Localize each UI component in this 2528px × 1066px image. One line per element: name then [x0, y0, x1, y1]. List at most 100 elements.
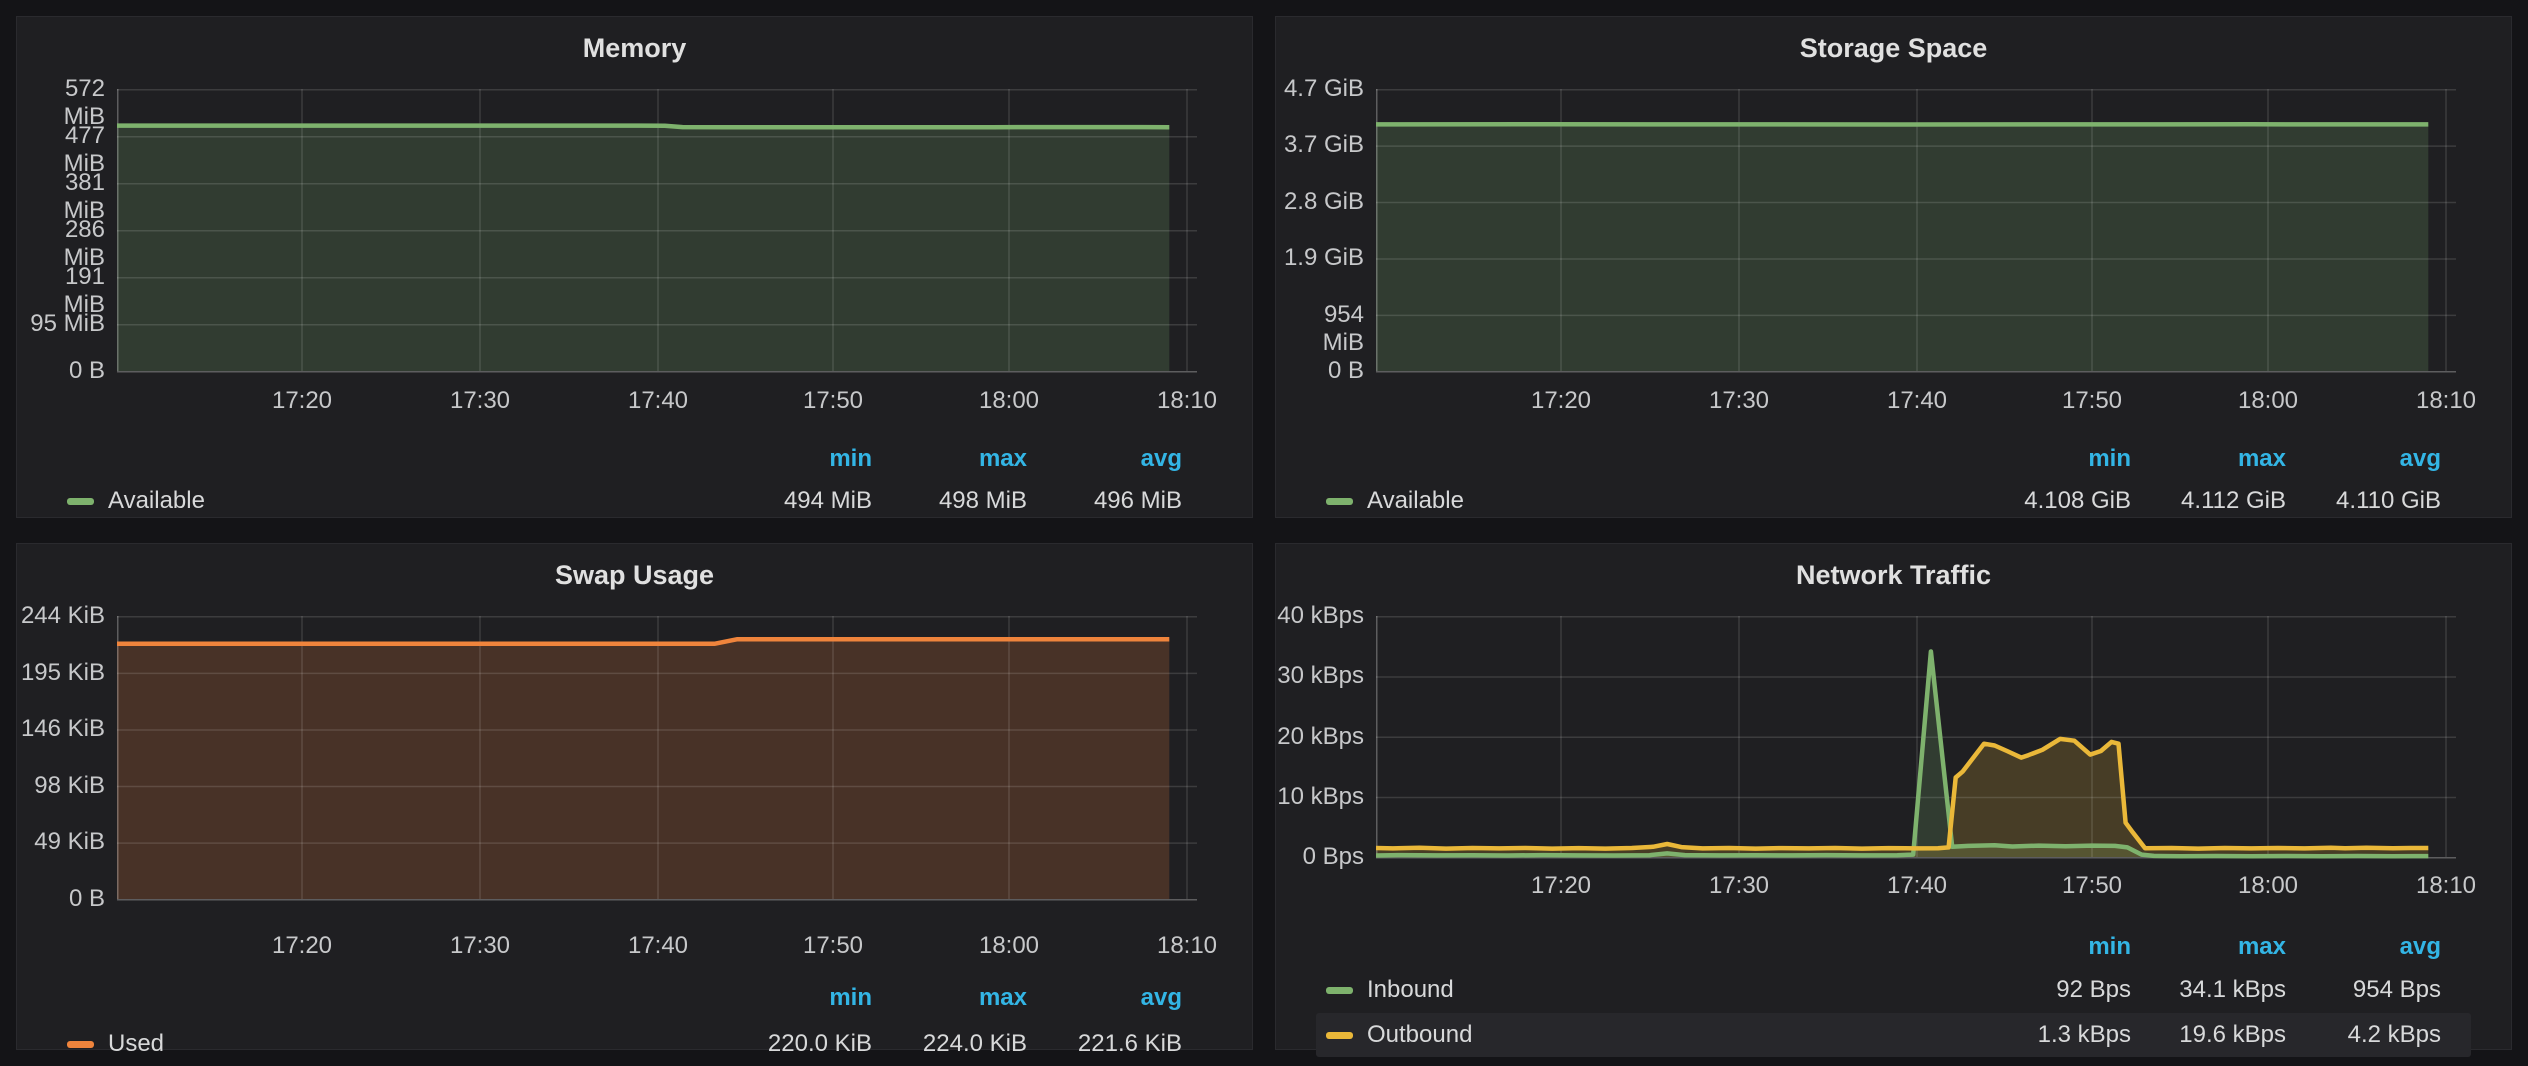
chart-canvas[interactable] — [117, 616, 1199, 902]
y-axis-label: 244 KiB — [20, 602, 105, 629]
y-axis-label: 0 Bps — [1302, 843, 1364, 870]
series-name[interactable]: Inbound — [1326, 968, 1454, 1012]
series-color-swatch[interactable] — [67, 497, 94, 505]
stat-header-avg[interactable]: avg — [1140, 445, 1182, 472]
x-axis-label: 17:30 — [449, 387, 511, 414]
stat-header-min[interactable]: min — [829, 445, 872, 472]
x-axis-label: 18:10 — [1156, 932, 1218, 959]
y-axis-label: 286 MiB — [63, 216, 105, 271]
series-fill — [117, 125, 1170, 371]
x-axis-label: 18:10 — [1156, 387, 1218, 414]
stat-min-value: 220.0 KiB — [767, 1030, 872, 1057]
panel-title[interactable]: Storage Space — [1799, 33, 1988, 63]
series-color-swatch[interactable] — [1326, 497, 1353, 505]
grid-lines — [117, 616, 1197, 901]
x-axis-label: 17:30 — [1708, 872, 1770, 899]
stat-header-avg[interactable]: avg — [2399, 445, 2441, 472]
x-axis-label: 17:30 — [449, 932, 511, 959]
stat-header-max[interactable]: max — [2237, 933, 2286, 960]
series-name[interactable]: Available — [1326, 479, 1464, 523]
legend-row-inbound: Inbound 92 Bps 34.1 kBps 954 Bps — [1316, 968, 2471, 1012]
series-name-label: Available — [108, 487, 205, 514]
y-axis-label: 477 MiB — [63, 122, 105, 177]
series-color-swatch[interactable] — [1326, 986, 1353, 994]
series-line — [117, 636, 1170, 647]
y-axis-label: 2.8 GiB — [1283, 187, 1364, 215]
series-name-label: Used — [108, 1030, 165, 1057]
stat-min-value: 494 MiB — [783, 487, 872, 514]
stat-max-value: 19.6 kBps — [2179, 1021, 2286, 1048]
x-axis-label: 18:00 — [2237, 872, 2299, 899]
x-axis-label: 17:20 — [1530, 387, 1592, 414]
x-axis-label: 18:00 — [2237, 387, 2299, 414]
y-axis-label: 10 kBps — [1277, 782, 1364, 810]
y-axis-label: 572 MiB — [63, 75, 105, 130]
y-axis-label: 381 MiB — [63, 169, 105, 224]
y-axis-label: 49 KiB — [34, 828, 105, 856]
x-axis-label: 18:00 — [978, 387, 1040, 414]
chart-canvas[interactable] — [1376, 89, 2458, 374]
x-axis-label: 18:10 — [2415, 872, 2477, 899]
stat-avg-value: 954 Bps — [2352, 976, 2441, 1003]
panel-title[interactable]: Network Traffic — [1795, 560, 1992, 590]
legend-row-available: Available 4.108 GiB 4.112 GiB 4.110 GiB — [1316, 479, 2471, 523]
y-axis-label: 98 KiB — [34, 771, 105, 799]
stat-header-max[interactable]: max — [978, 445, 1027, 472]
stat-header-max[interactable]: max — [978, 984, 1027, 1011]
x-axis-label: 18:10 — [2415, 387, 2477, 414]
stat-header-min[interactable]: min — [2088, 445, 2131, 472]
x-axis-label: 17:50 — [802, 387, 864, 414]
panel-storage-space: Storage Space 4.7 GiB 3.7 GiB 2.8 GiB 1.9 G… — [1275, 16, 2512, 518]
y-axis-label: 954 MiB — [1322, 300, 1364, 356]
legend-row-outbound: Outbound 1.3 kBps 19.6 kBps 4.2 kBps — [1316, 1013, 2471, 1057]
y-axis-label: 1.9 GiB — [1283, 244, 1364, 272]
panel-title[interactable]: Swap Usage — [554, 560, 715, 590]
series-fill — [1376, 651, 2429, 857]
series-name[interactable]: Used — [67, 1022, 164, 1066]
series-color-swatch[interactable] — [1326, 1031, 1353, 1039]
panel-network-traffic: Network Traffic 40 kBps 30 kBps 20 kBps 10 … — [1275, 543, 2512, 1057]
y-axis-label: 0 B — [68, 885, 105, 912]
y-axis-label: 4.7 GiB — [1283, 75, 1364, 102]
series-name[interactable]: Outbound — [1326, 1013, 1472, 1057]
y-axis-label: 95 MiB — [30, 310, 105, 337]
panel-memory: Memory 572 MiB 477 MiB 381 MiB 286 MiB 191 M… — [16, 16, 1253, 518]
stat-avg-value: 4.2 kBps — [2347, 1021, 2441, 1048]
y-axis-label: 40 kBps — [1277, 602, 1364, 629]
series-name-label: Outbound — [1367, 1021, 1473, 1048]
stat-header-min[interactable]: min — [829, 984, 872, 1011]
x-axis-label: 17:50 — [802, 932, 864, 959]
y-axis-label: 195 KiB — [20, 658, 105, 686]
x-axis-label: 17:20 — [1530, 872, 1592, 899]
y-axis-label: 0 B — [1327, 357, 1364, 384]
chart-canvas[interactable] — [1376, 616, 2458, 860]
panel-title[interactable]: Memory — [582, 33, 687, 63]
legend-header-row: min max avg — [57, 976, 1212, 1020]
legend-row-used: Used 220.0 KiB 224.0 KiB 221.6 KiB — [57, 1022, 1212, 1066]
stat-min-value: 4.108 GiB — [2024, 487, 2131, 514]
series-fill — [1376, 124, 2429, 371]
stat-header-min[interactable]: min — [2088, 933, 2131, 960]
x-axis-label: 17:20 — [271, 387, 333, 414]
series-name-label: Inbound — [1367, 976, 1454, 1003]
x-axis-label: 17:40 — [627, 387, 689, 414]
grid-lines — [117, 89, 1197, 373]
stat-header-avg[interactable]: avg — [2399, 933, 2441, 960]
series-name[interactable]: Available — [67, 479, 205, 523]
x-axis-label: 18:00 — [978, 932, 1040, 959]
series-line — [117, 123, 1170, 130]
stat-header-max[interactable]: max — [2237, 445, 2286, 472]
y-axis-label: 146 KiB — [20, 715, 105, 743]
chart-canvas[interactable] — [117, 89, 1199, 374]
series-line — [1376, 649, 2429, 859]
series-name-label: Available — [1367, 487, 1464, 514]
y-axis-label: 3.7 GiB — [1283, 131, 1364, 159]
stat-min-value: 1.3 kBps — [2037, 1021, 2131, 1048]
legend-row-available: Available 494 MiB 498 MiB 496 MiB — [57, 479, 1212, 523]
series-fill — [117, 639, 1170, 899]
series-color-swatch[interactable] — [67, 1040, 94, 1048]
stat-header-avg[interactable]: avg — [1140, 984, 1182, 1011]
legend-header-row: min max avg — [1316, 925, 2471, 969]
x-axis-label: 17:20 — [271, 932, 333, 959]
